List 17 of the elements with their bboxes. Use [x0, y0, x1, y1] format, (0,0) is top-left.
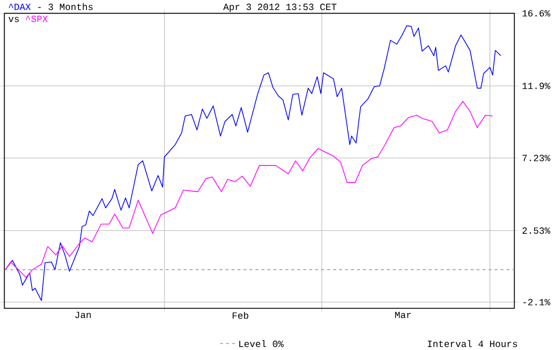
x-tick-label: Feb: [232, 312, 248, 319]
y-tick-label: 2.53%: [522, 227, 550, 234]
line-series: [4, 100, 494, 278]
text: ^DAX: [8, 4, 31, 10]
chart-subtitle: vs: [8, 16, 19, 22]
text: ^SPX: [26, 16, 48, 22]
y-tick-label: -2.1%: [523, 298, 550, 306]
legend-label: Level 0%: [239, 340, 284, 348]
y-tick-label: 7.23%: [522, 154, 550, 162]
text: Interval 4 Hours: [428, 340, 518, 348]
line-series: [4, 25, 502, 301]
x-tick-label: Jan: [75, 312, 91, 318]
x-tick-label: Mar: [395, 312, 411, 318]
y-tick-label: 11.9%: [522, 82, 550, 90]
y-tick-label: 16.6%: [522, 10, 550, 17]
chart-title: - 3 Months: [38, 3, 93, 10]
text: Apr 3 2012 13:53 CET: [223, 4, 336, 12]
